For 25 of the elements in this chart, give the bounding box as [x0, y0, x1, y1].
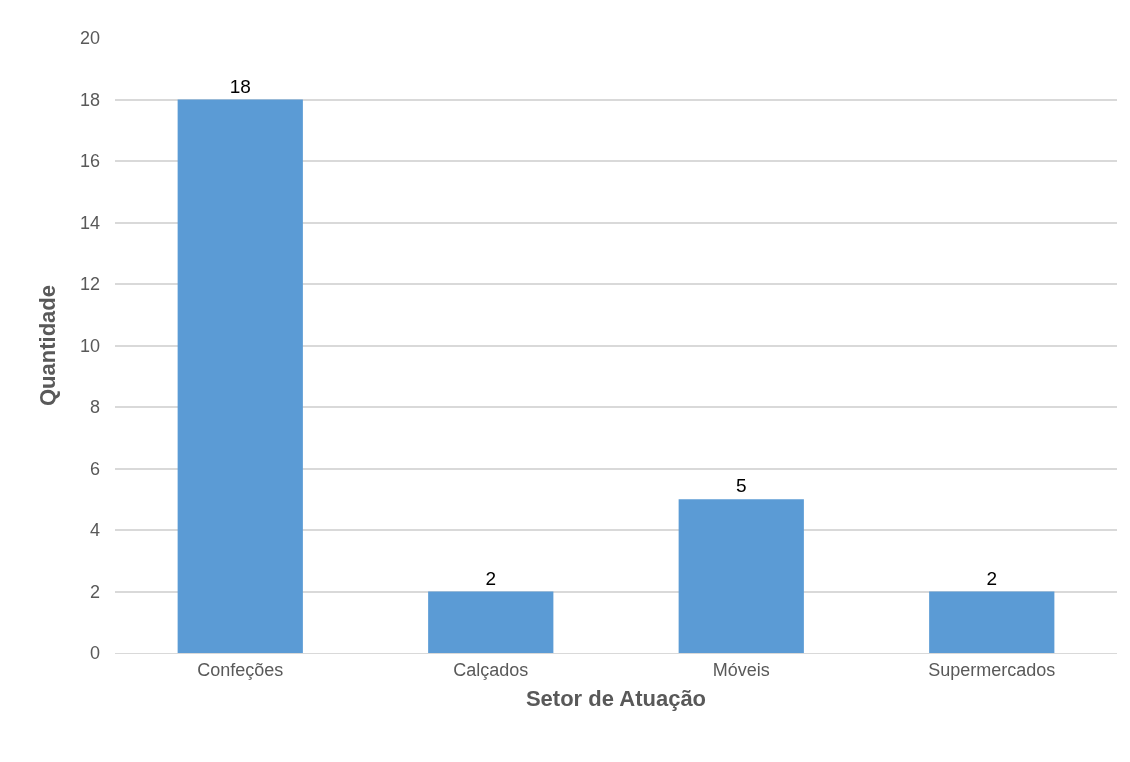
x-tick-label: Calçados — [453, 659, 529, 680]
bar — [428, 591, 554, 653]
bar — [177, 99, 303, 653]
data-label: 5 — [735, 475, 747, 497]
bar — [678, 499, 804, 653]
y-tick-label: 16 — [79, 151, 100, 172]
x-tick-label: Supermercados — [928, 659, 1056, 680]
data-label: 2 — [986, 567, 998, 589]
y-tick-label: 0 — [89, 643, 100, 664]
data-label: 2 — [485, 567, 497, 589]
data-label: 18 — [229, 75, 251, 97]
y-tick-label: 12 — [79, 274, 100, 295]
y-tick-label: 6 — [89, 458, 100, 479]
x-tick-label: Móveis — [712, 659, 770, 680]
y-tick-label: 8 — [89, 397, 100, 418]
y-tick-label: 14 — [79, 212, 100, 233]
y-tick-label: 4 — [89, 520, 100, 541]
y-axis-title: Quantidade — [34, 284, 60, 407]
y-tick-label: 20 — [79, 28, 100, 49]
y-tick-label: 2 — [89, 581, 100, 602]
x-tick-label: Confeções — [197, 659, 284, 680]
y-tick-label: 18 — [79, 89, 100, 110]
x-axis-title: Setor de Atuação — [525, 686, 707, 712]
bar — [929, 591, 1055, 653]
y-tick-label: 10 — [79, 335, 100, 356]
